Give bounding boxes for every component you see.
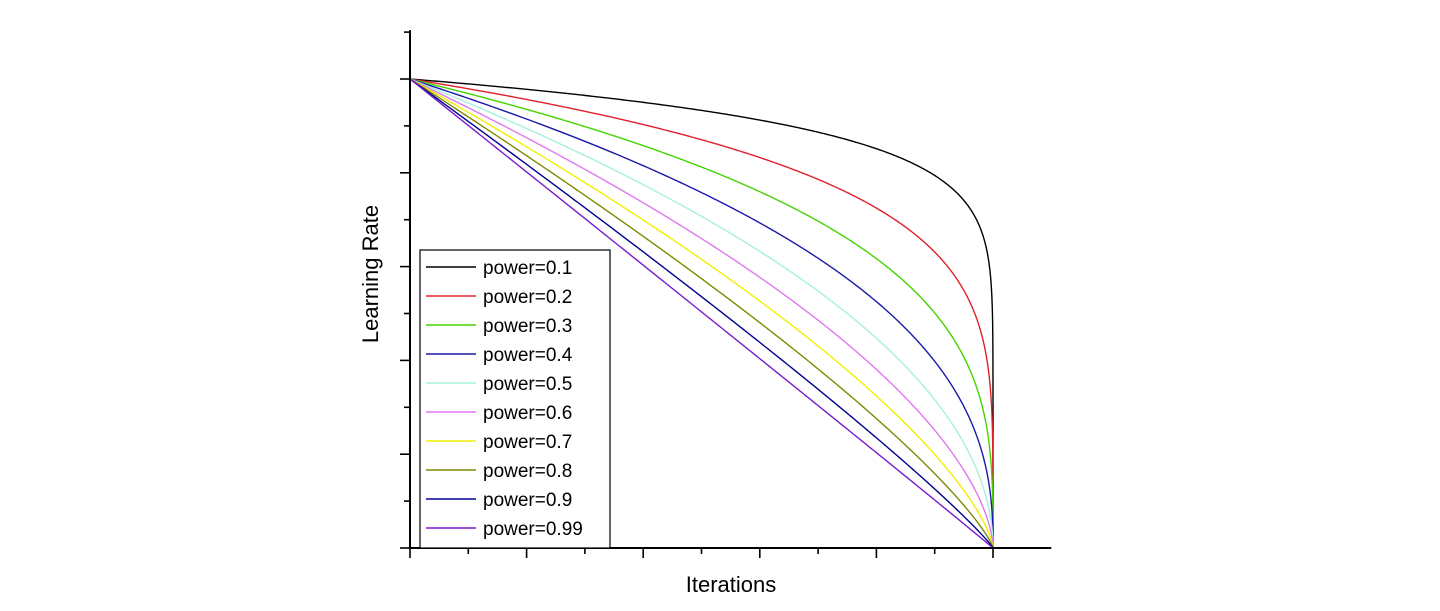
series-line-8 xyxy=(409,78,994,549)
legend-label-7: power=0.7 xyxy=(483,432,572,453)
series-line-7 xyxy=(409,78,994,549)
series-line-5 xyxy=(409,78,994,548)
series-line-4 xyxy=(409,78,994,548)
legend-label-1: power=0.1 xyxy=(483,258,572,279)
series-line-9 xyxy=(409,78,994,549)
legend-label-3: power=0.3 xyxy=(483,316,572,337)
legend-label-6: power=0.6 xyxy=(483,403,572,424)
series-line-2 xyxy=(409,78,994,548)
series-line-3 xyxy=(409,78,994,548)
series-line-6 xyxy=(409,78,994,548)
plot-area xyxy=(409,78,994,549)
x-axis-label: Iterations xyxy=(686,572,777,597)
legend-label-10: power=0.99 xyxy=(483,519,583,540)
legend-label-5: power=0.5 xyxy=(483,374,572,395)
legend-label-8: power=0.8 xyxy=(483,461,572,482)
legend-label-9: power=0.9 xyxy=(483,490,572,511)
y-axis-label: Learning Rate xyxy=(358,205,383,343)
legend: power=0.1 power=0.2 power=0.3 power=0.4 powe… xyxy=(419,249,611,549)
series-line-1 xyxy=(409,78,994,548)
series-line-10 xyxy=(409,78,994,549)
legend-label-4: power=0.4 xyxy=(483,345,573,366)
legend-label-2: power=0.2 xyxy=(483,287,572,308)
